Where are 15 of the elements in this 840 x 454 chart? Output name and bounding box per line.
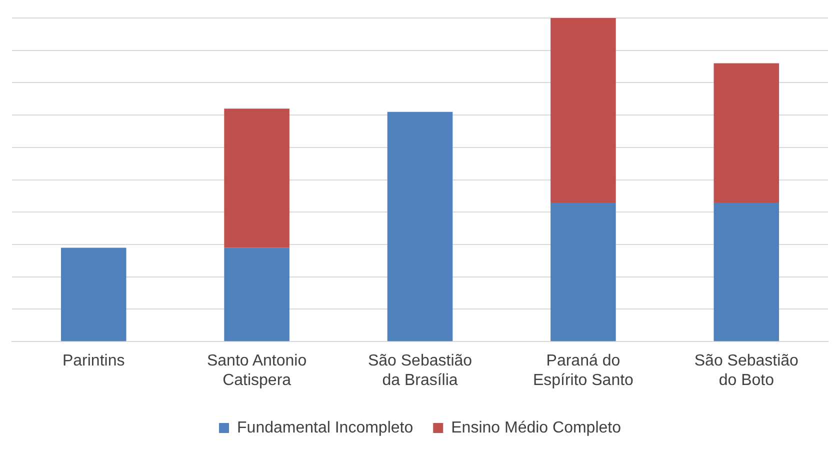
x-tick-label: Santo Antonio Catispera xyxy=(206,352,307,389)
x-tick-label: São Sebastião da Brasília xyxy=(368,352,472,389)
x-tick-label: Paraná do Espírito Santo xyxy=(532,352,634,389)
legend-label: Fundamental Incompleto xyxy=(237,419,414,436)
bar xyxy=(224,248,290,342)
bar xyxy=(714,202,780,342)
bar xyxy=(550,202,616,342)
legend-label: Ensino Médio Completo xyxy=(451,419,622,436)
bar xyxy=(387,112,453,342)
bar xyxy=(550,18,616,202)
x-tick-label: São Sebastião do Boto xyxy=(694,352,799,389)
bar xyxy=(60,248,126,342)
x-tick-label: Parintins xyxy=(62,352,125,370)
bar xyxy=(714,63,780,202)
bar xyxy=(224,108,290,248)
